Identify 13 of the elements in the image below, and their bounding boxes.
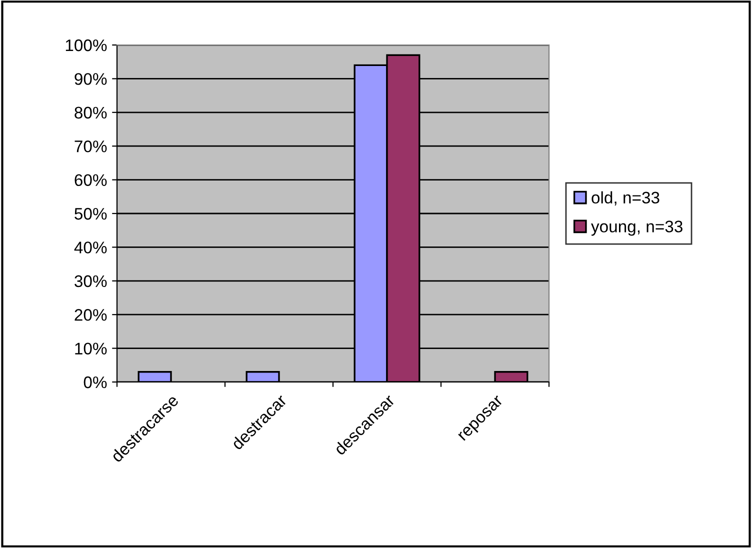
y-tick-label: 80% bbox=[74, 106, 107, 119]
y-tick-label: 0% bbox=[84, 376, 107, 388]
y-tick-label: 20% bbox=[74, 309, 107, 321]
legend-label: old, n=33 bbox=[592, 191, 660, 206]
y-tick-label: 60% bbox=[74, 174, 107, 186]
y-tick-label: 100% bbox=[66, 39, 107, 52]
y-tick-label: 70% bbox=[74, 140, 107, 152]
y-tick-label: 40% bbox=[74, 242, 107, 254]
y-tick-label: 30% bbox=[74, 275, 107, 288]
legend-label: young, n=33 bbox=[591, 220, 682, 236]
y-tick-label: 90% bbox=[74, 73, 107, 85]
y-tick-label: 10% bbox=[75, 342, 107, 355]
y-tick-label: 50% bbox=[74, 208, 107, 220]
